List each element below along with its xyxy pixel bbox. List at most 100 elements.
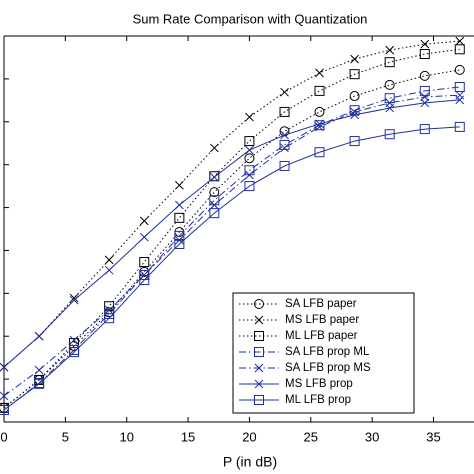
marker bbox=[139, 257, 150, 268]
marker bbox=[69, 293, 79, 303]
marker bbox=[454, 121, 465, 132]
marker bbox=[349, 136, 360, 147]
marker bbox=[420, 98, 430, 108]
marker bbox=[104, 255, 114, 265]
marker bbox=[419, 70, 430, 81]
marker bbox=[254, 347, 264, 357]
marker bbox=[315, 119, 324, 129]
legend-label: ML LFB prop bbox=[285, 394, 351, 406]
marker bbox=[279, 106, 290, 117]
marker bbox=[175, 200, 184, 210]
marker bbox=[69, 335, 79, 345]
marker bbox=[254, 315, 264, 325]
marker bbox=[209, 208, 220, 219]
x-tick-label: 5 bbox=[62, 429, 69, 444]
marker bbox=[175, 235, 184, 245]
marker bbox=[315, 68, 324, 78]
x-tick-label: 25 bbox=[304, 429, 318, 444]
marker bbox=[139, 275, 150, 286]
marker bbox=[139, 232, 149, 242]
marker bbox=[174, 212, 185, 223]
series-line bbox=[3, 48, 460, 409]
marker bbox=[209, 187, 220, 198]
marker bbox=[209, 143, 219, 153]
x-tick-label: 30 bbox=[365, 429, 379, 444]
x-tick-label: 20 bbox=[242, 429, 256, 444]
marker bbox=[280, 143, 289, 153]
series-line bbox=[3, 99, 460, 368]
marker bbox=[0, 391, 9, 401]
marker bbox=[209, 171, 220, 182]
marker bbox=[175, 180, 184, 190]
marker bbox=[350, 54, 359, 64]
marker bbox=[139, 216, 149, 226]
marker bbox=[280, 130, 289, 140]
legend-label: ML LFB paper bbox=[285, 330, 358, 342]
marker bbox=[244, 136, 255, 147]
legend: SA LFB paper MS LFB paper ML LFB paper SA L… bbox=[232, 292, 415, 414]
marker bbox=[244, 181, 255, 192]
marker bbox=[314, 147, 325, 158]
marker bbox=[349, 91, 360, 102]
marker bbox=[245, 145, 254, 155]
series-line bbox=[3, 94, 460, 397]
marker bbox=[69, 347, 80, 358]
marker bbox=[244, 153, 255, 164]
marker bbox=[385, 45, 395, 55]
marker bbox=[254, 331, 264, 341]
marker bbox=[174, 239, 185, 250]
marker bbox=[245, 112, 254, 122]
legend-label: SA LFB prop ML bbox=[285, 346, 370, 358]
marker bbox=[384, 93, 395, 104]
marker bbox=[0, 404, 9, 415]
marker bbox=[254, 299, 264, 309]
marker bbox=[384, 57, 395, 68]
marker bbox=[245, 170, 254, 180]
marker bbox=[254, 395, 264, 405]
marker bbox=[0, 362, 9, 372]
marker bbox=[209, 172, 219, 182]
marker bbox=[254, 363, 264, 373]
marker bbox=[279, 160, 290, 171]
legend-label: MS LFB prop bbox=[285, 378, 353, 390]
series-line bbox=[3, 69, 460, 409]
marker bbox=[384, 129, 395, 140]
marker bbox=[350, 110, 359, 120]
x-tick-label: 35 bbox=[426, 429, 440, 444]
marker bbox=[419, 49, 430, 60]
legend-label: SA LFB prop MS bbox=[285, 362, 371, 374]
marker bbox=[104, 305, 114, 315]
series-line bbox=[3, 86, 460, 411]
marker bbox=[209, 200, 219, 210]
x-tick-label: 0 bbox=[0, 429, 7, 444]
x-tick-label: 15 bbox=[181, 429, 195, 444]
marker bbox=[384, 79, 395, 90]
marker bbox=[419, 85, 430, 96]
marker bbox=[104, 313, 115, 324]
marker bbox=[280, 87, 289, 97]
marker bbox=[385, 103, 395, 113]
marker bbox=[34, 331, 44, 341]
legend-label: SA LFB paper bbox=[285, 298, 357, 310]
marker bbox=[314, 85, 325, 96]
chart-title: Sum Rate Comparison with Quantization bbox=[133, 11, 368, 26]
x-tick-label: 10 bbox=[119, 429, 133, 444]
marker bbox=[254, 379, 264, 389]
marker bbox=[314, 106, 325, 117]
marker bbox=[349, 69, 360, 80]
marker bbox=[34, 365, 44, 375]
marker bbox=[455, 36, 465, 46]
marker bbox=[454, 82, 465, 93]
marker bbox=[104, 265, 114, 275]
series-line bbox=[3, 126, 460, 411]
marker bbox=[419, 124, 430, 135]
x-axis-label: P (in dB) bbox=[223, 454, 277, 470]
marker bbox=[34, 378, 45, 389]
marker bbox=[455, 95, 465, 105]
marker bbox=[454, 64, 465, 75]
marker bbox=[454, 44, 465, 55]
marker bbox=[420, 39, 430, 49]
legend-label: MS LFB paper bbox=[285, 314, 359, 326]
marker bbox=[69, 295, 79, 305]
